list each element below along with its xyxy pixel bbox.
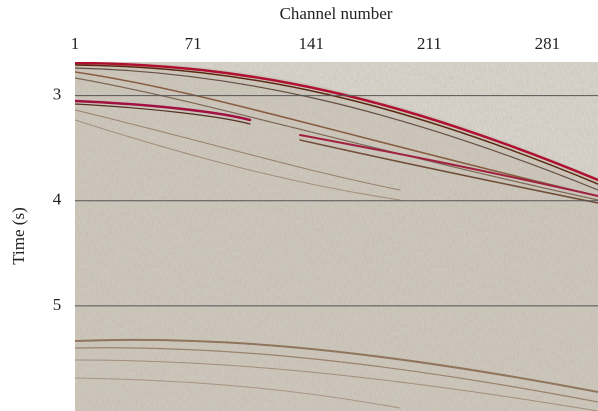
seismic-image (75, 62, 598, 411)
x-axis-label: Channel number (280, 4, 393, 23)
x-tick-label: 281 (535, 34, 561, 53)
x-tick-label: 1 (71, 34, 80, 53)
y-tick-label: 5 (53, 295, 62, 314)
y-tick-label: 4 (53, 190, 62, 209)
x-tick-label: 211 (417, 34, 442, 53)
y-axis-label: Time (s) (9, 207, 28, 264)
y-tick-label: 3 (53, 85, 62, 104)
x-tick-label: 141 (298, 34, 324, 53)
x-tick-label: 71 (185, 34, 202, 53)
chart: Channel number Time (s) 1 71 141 211 281 3 4 5 (0, 0, 598, 411)
